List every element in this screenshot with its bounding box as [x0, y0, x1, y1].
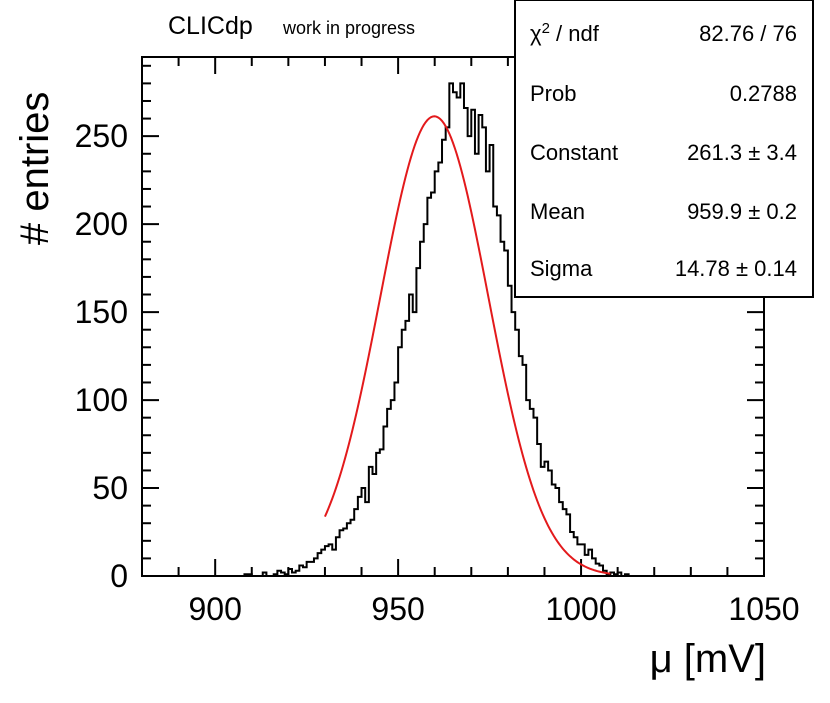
x-tick-label: 1050 — [728, 591, 799, 627]
stats-box-frame — [514, 0, 814, 298]
stats-mean-label: Mean — [530, 199, 585, 224]
y-tick-label: 200 — [75, 206, 128, 242]
x-tick-label: 950 — [371, 591, 424, 627]
y-tick-label: 150 — [75, 294, 128, 330]
plot-frame — [141, 56, 765, 577]
stats-chi2-value: 82.76 / 76 — [699, 21, 797, 46]
x-tick-label: 900 — [188, 591, 241, 627]
stats-prob-value: 0.2788 — [730, 81, 797, 106]
stats-prob-label: Prob — [530, 81, 576, 106]
gaussian-fit-curve — [324, 115, 611, 575]
y-axis-title: # entries — [13, 92, 57, 245]
header-experiment: CLICdp — [168, 12, 253, 40]
chi-exponent: 2 — [542, 20, 550, 37]
y-tick-label: 0 — [110, 558, 128, 594]
stats-sigma-label: Sigma — [530, 256, 593, 281]
axis-tick-labels: 900 950 1000 1050 0 50 100 150 200 250 — [75, 118, 800, 627]
stats-constant-value: 261.3 ± 3.4 — [687, 140, 797, 165]
stats-mean-value: 959.9 ± 0.2 — [687, 199, 797, 224]
chi-symbol: χ — [530, 21, 542, 46]
y-tick-label: 50 — [92, 470, 128, 506]
stats-chi2-label: χ2 / ndf — [530, 20, 600, 47]
chi-ndf-label: / ndf — [550, 21, 600, 46]
y-tick-label: 100 — [75, 382, 128, 418]
y-tick-label: 250 — [75, 118, 128, 154]
stats-sigma-value: 14.78 ± 0.14 — [675, 256, 797, 281]
x-axis-title: μ [mV] — [650, 637, 766, 681]
histogram-series — [142, 82, 764, 577]
stats-box: χ2 / ndf 82.76 / 76 Prob 0.2788 Constant… — [514, 0, 814, 298]
x-tick-label: 1000 — [545, 591, 616, 627]
stats-constant-label: Constant — [530, 140, 618, 165]
header-status: work in progress — [282, 18, 415, 38]
